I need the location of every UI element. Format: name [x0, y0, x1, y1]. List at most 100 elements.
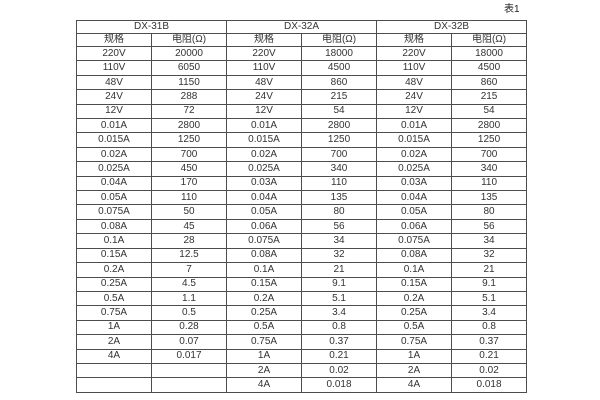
resistance-header: 电阻(Ω) — [451, 33, 528, 47]
resistance-cell: 54 — [451, 103, 528, 120]
resistance-cell: 56 — [301, 218, 378, 235]
table-row: 1A 0.28 0.5A 0.8 0.5A 0.8 — [76, 319, 528, 336]
resistance-cell: 4500 — [301, 60, 378, 76]
resistance-cell: 110 — [451, 175, 528, 192]
spec-cell: 0.04A — [376, 190, 453, 206]
resistance-cell: 56 — [451, 218, 528, 235]
spec-cell: 0.06A — [226, 218, 303, 235]
spec-cell: 0.025A — [226, 161, 303, 177]
table-row: 0.2A 7 0.1A 21 0.1A 21 — [76, 262, 528, 278]
resistance-cell: 700 — [301, 146, 378, 163]
resistance-cell: 45 — [150, 218, 228, 235]
resistance-cell: 135 — [301, 190, 378, 206]
resistance-cell: 0.5 — [150, 305, 228, 321]
spec-cell: 24V — [376, 89, 453, 105]
spec-cell: 24V — [76, 89, 152, 105]
table-row: 0.25A 4.5 0.15A 9.1 0.15A 9.1 — [76, 276, 528, 292]
spec-cell: 0.05A — [376, 204, 453, 220]
spec-cell: 110V — [376, 60, 453, 76]
table-row: 220V 20000 220V 18000 220V 18000 — [76, 45, 528, 62]
resistance-cell: 32 — [451, 247, 528, 264]
spec-cell: 2A — [376, 362, 453, 379]
spec-cell: 0.75A — [76, 305, 152, 321]
spec-cell: 0.015A — [226, 132, 303, 148]
table-row: 4A 0.017 1A 0.21 1A 0.21 — [76, 348, 528, 364]
resistance-table: DX-31B DX-32A DX-32B 规格 电阻(Ω) 规格 电阻(Ω) 规格 电阻(Ω)… — [75, 20, 528, 393]
table-row: 0.01A 2800 0.01A 2800 0.01A 2800 — [76, 118, 528, 134]
group-header: DX-32B — [376, 20, 528, 34]
spec-cell: 0.03A — [226, 175, 303, 192]
resistance-cell: 21 — [451, 262, 528, 278]
spec-cell: 0.03A — [376, 175, 453, 192]
table-row: 0.08A 45 0.06A 56 0.06A 56 — [76, 218, 528, 235]
table-row: 4A 0.018 4A 0.018 — [76, 377, 528, 393]
table-row: 110V 6050 110V 4500 110V 4500 — [76, 60, 528, 76]
resistance-cell: 54 — [301, 103, 378, 120]
resistance-cell: 18000 — [301, 45, 378, 62]
resistance-cell: 700 — [451, 146, 528, 163]
resistance-cell: 1250 — [301, 132, 378, 148]
spec-cell: 0.15A — [226, 276, 303, 292]
spec-cell: 0.015A — [376, 132, 453, 148]
table-header: DX-31B DX-32A DX-32B 规格 电阻(Ω) 规格 电阻(Ω) 规格 电阻(Ω) — [75, 20, 528, 47]
group-header-row: DX-31B DX-32A DX-32B — [75, 20, 528, 34]
spec-cell — [76, 362, 152, 379]
resistance-cell: 860 — [451, 74, 528, 91]
spec-cell: 110V — [76, 60, 152, 76]
resistance-cell: 20000 — [150, 45, 228, 62]
resistance-header: 电阻(Ω) — [301, 33, 378, 47]
spec-cell: 0.02A — [76, 146, 152, 163]
resistance-header: 电阻(Ω) — [150, 33, 228, 47]
resistance-cell: 50 — [150, 204, 228, 220]
resistance-cell: 4.5 — [150, 276, 228, 292]
resistance-cell: 4500 — [451, 60, 528, 76]
resistance-cell: 0.02 — [301, 362, 378, 379]
spec-cell: 0.1A — [76, 233, 152, 249]
spec-cell: 0.25A — [226, 305, 303, 321]
resistance-cell: 215 — [451, 89, 528, 105]
resistance-cell: 0.018 — [301, 377, 378, 393]
spec-cell: 48V — [376, 74, 453, 91]
table-row: 2A 0.07 0.75A 0.37 0.75A 0.37 — [76, 334, 528, 350]
table-row: 0.75A 0.5 0.25A 3.4 0.25A 3.4 — [76, 305, 528, 321]
spec-cell: 0.15A — [376, 276, 453, 292]
spec-cell: 0.5A — [76, 290, 152, 307]
resistance-cell: 32 — [301, 247, 378, 264]
table-row: 0.1A 28 0.075A 34 0.075A 34 — [76, 233, 528, 249]
spec-cell: 1A — [376, 348, 453, 364]
resistance-cell: 80 — [301, 204, 378, 220]
spec-cell: 220V — [226, 45, 303, 62]
resistance-cell: 1250 — [451, 132, 528, 148]
resistance-cell: 2800 — [301, 118, 378, 134]
spec-cell: 12V — [76, 103, 152, 120]
resistance-cell: 1250 — [150, 132, 228, 148]
table-row: 0.02A 700 0.02A 700 0.02A 700 — [76, 146, 528, 163]
group-header: DX-31B — [75, 20, 228, 34]
resistance-cell: 21 — [301, 262, 378, 278]
resistance-cell: 3.4 — [451, 305, 528, 321]
resistance-cell: 6050 — [150, 60, 228, 76]
resistance-cell: 340 — [301, 161, 378, 177]
spec-cell: 0.075A — [76, 204, 152, 220]
resistance-cell: 5.1 — [301, 290, 378, 307]
spec-cell: 220V — [76, 45, 152, 62]
table-row: 0.04A 170 0.03A 110 0.03A 110 — [76, 175, 528, 192]
spec-cell: 24V — [226, 89, 303, 105]
spec-cell: 1A — [76, 319, 152, 336]
resistance-cell: 18000 — [451, 45, 528, 62]
resistance-cell: 700 — [150, 146, 228, 163]
resistance-cell: 110 — [150, 190, 228, 206]
spec-header: 规格 — [76, 33, 152, 47]
spec-cell: 2A — [226, 362, 303, 379]
spec-cell: 1A — [226, 348, 303, 364]
table-caption: 表1 — [504, 4, 520, 15]
spec-cell: 4A — [226, 377, 303, 393]
resistance-cell: 0.21 — [301, 348, 378, 364]
table-row: 0.5A 1.1 0.2A 5.1 0.2A 5.1 — [76, 290, 528, 307]
table-row: 24V 288 24V 215 24V 215 — [76, 89, 528, 105]
spec-cell: 4A — [76, 348, 152, 364]
resistance-cell: 0.28 — [150, 319, 228, 336]
resistance-cell: 0.018 — [451, 377, 528, 393]
table-row: 2A 0.02 2A 0.02 — [76, 362, 528, 379]
resistance-cell: 1150 — [150, 74, 228, 91]
